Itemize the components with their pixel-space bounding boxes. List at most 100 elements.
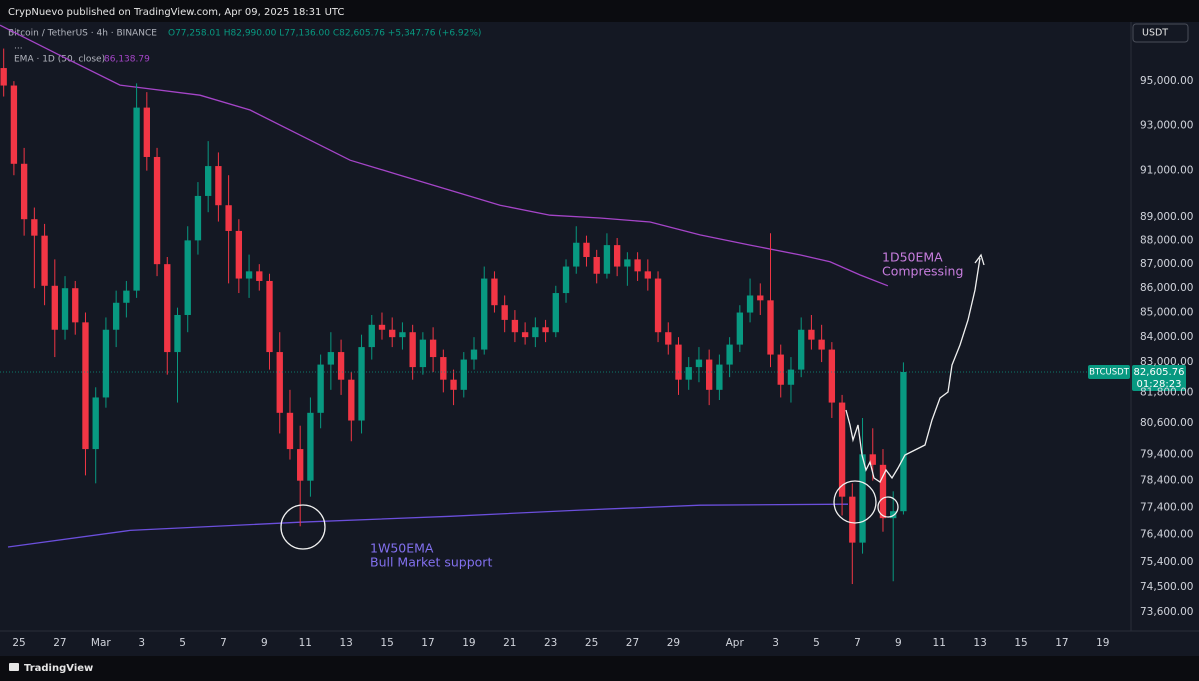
candle-body [828,349,836,403]
candle-body [123,290,130,303]
candle-body [368,324,375,348]
candle-body [542,327,549,333]
projection-arrowhead [974,253,985,266]
y-tick-label: 86,000.00 [1140,282,1193,294]
candle-body [358,347,365,421]
candle-body [112,302,120,330]
y-tick-label: 84,000.00 [1140,331,1193,343]
x-tick-label: 23 [544,637,557,649]
circle-drawing [877,496,899,518]
x-tick-label: 11 [299,637,312,649]
y-tick-label: 83,000.00 [1140,356,1193,368]
annotation: Compressing [882,264,963,279]
countdown-label: 01:28:23 [1137,379,1182,390]
candle-body [501,305,508,320]
candle-body [593,256,600,274]
header-bar [0,0,1199,22]
candle-body [92,397,99,450]
candle-body [82,322,89,450]
candle-body [429,339,437,358]
candle-body [194,195,202,241]
candle-body [859,454,866,543]
y-tick-label: 89,000.00 [1140,211,1193,223]
candle-body [532,327,539,338]
candle-body [644,271,651,279]
legend-ema-value: 86,138.79 [104,55,150,65]
candle-body [777,354,784,385]
candle-body [276,352,283,413]
legend-more[interactable]: ... [14,42,23,52]
y-tick-label: 78,400.00 [1140,475,1193,487]
y-tick-label: 85,000.00 [1140,307,1193,319]
x-tick-label: 25 [585,637,598,649]
price-tag-label: 82,605.76 [1134,367,1185,378]
candle-body [654,278,662,333]
candle-body [746,295,754,313]
candle-body [787,369,795,385]
candle-body [399,332,406,338]
candle-body [685,367,692,380]
candle-body [583,242,590,257]
candle-body [215,166,222,206]
x-tick-label: 15 [380,637,393,649]
x-tick-label: 19 [1096,637,1109,649]
candle-body [440,357,447,380]
candle-body [174,314,181,353]
plot-area [0,24,1130,585]
candle-body [890,511,897,519]
x-tick-label: Mar [91,637,111,649]
ema-line [7,503,849,548]
y-tick-label: 91,000.00 [1140,165,1193,177]
footer-logo: TradingView [9,663,93,674]
candle-body [245,271,253,279]
candle-body [337,352,345,380]
x-tick-label: 11 [933,637,946,649]
x-tick-label: 27 [53,637,66,649]
candle-body [450,379,457,390]
annotation: 1D50EMA [882,250,943,265]
candle-body [266,280,273,353]
candles [0,48,907,585]
x-tick-label: 3 [772,637,779,649]
candle-body [286,412,294,450]
y-tick-label: 76,400.00 [1140,528,1193,540]
candle-body [153,156,161,265]
candle-body [849,496,856,543]
candle-body [31,219,38,236]
candle-body [378,324,386,330]
y-tick-label: 87,000.00 [1140,258,1193,270]
candle-body [184,240,191,315]
circle-drawing [280,504,326,550]
y-tick-label: 77,400.00 [1140,501,1193,513]
candle-body [869,454,876,465]
candle-body [491,278,498,306]
candle-body [348,379,355,421]
candle-body [736,312,744,345]
candle-body [72,288,79,323]
circle-drawing [833,480,877,524]
indicator-lines [0,24,889,548]
candle-body [603,245,611,274]
x-tick-label: 29 [667,637,680,649]
candle-body [235,230,243,279]
x-tick-label: 5 [813,637,820,649]
x-tick-label: 21 [503,637,516,649]
x-tick-label: 7 [220,637,227,649]
candle-body [675,344,682,380]
candle-body [705,359,713,390]
logo-icon [9,663,19,671]
candle-body [818,339,825,350]
candle-body [409,332,416,368]
button-label[interactable]: USDT [1142,28,1168,39]
x-tick-label: 17 [1055,637,1068,649]
currency-button[interactable]: USDT [1132,23,1189,43]
candle-body [164,264,171,353]
candle-body [133,107,140,291]
candle-body [695,359,703,368]
button-frame[interactable] [1132,23,1189,43]
candle-body [613,245,621,267]
x-tick-label: 13 [973,637,986,649]
x-tick-label: 9 [895,637,902,649]
